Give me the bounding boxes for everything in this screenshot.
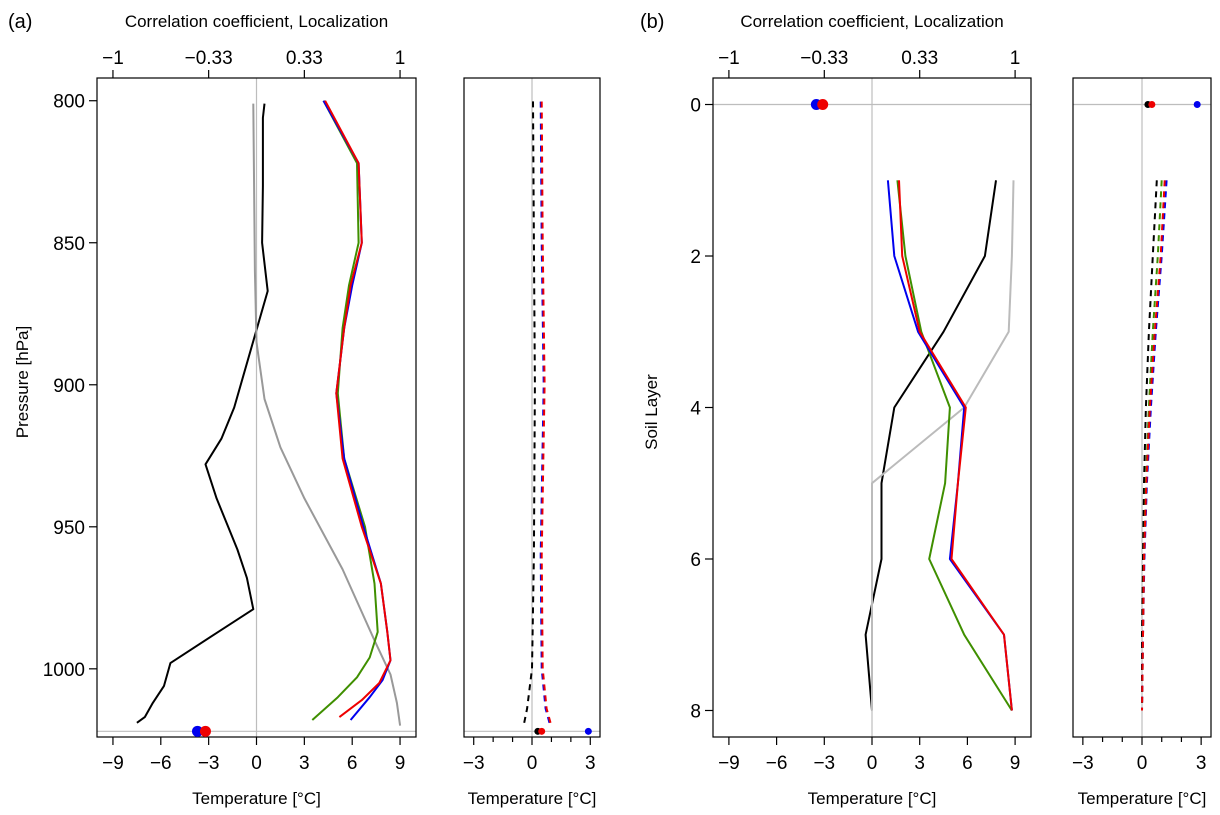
x-tick-label: 6 <box>347 753 358 774</box>
x-tick-label: 9 <box>1010 753 1021 774</box>
x-axis-label: Temperature [°C] <box>192 789 321 808</box>
top-tick-label: −0.33 <box>800 48 848 69</box>
x-tick-label: 3 <box>585 753 596 774</box>
top-tick-label: 1 <box>395 48 406 69</box>
panel-label-a: (a) <box>8 11 32 33</box>
x-tick-label: −3 <box>198 753 220 774</box>
chart-panel-3: −9 −6 −3 0 3 6 9 Temperature [°C] −1 −0.33 0.33 1 Co… <box>642 12 1032 808</box>
series-line-3 <box>896 180 1013 712</box>
x-tick-label: −3 <box>463 753 485 774</box>
x-tick-label: −9 <box>718 753 740 774</box>
dashed-series-1 <box>523 100 536 724</box>
data-point-2 <box>199 725 211 737</box>
x-tick-label: 9 <box>395 753 406 774</box>
top-tick-label: −1 <box>102 48 124 69</box>
series-line-1 <box>136 103 269 724</box>
y-tick-label: 950 <box>53 518 85 539</box>
x-axis-label: Temperature [°C] <box>808 789 937 808</box>
x-tick-label: 3 <box>299 753 310 774</box>
top-tick-label: −1 <box>718 48 740 69</box>
x-tick-label: 0 <box>251 753 262 774</box>
series-line-5 <box>324 100 392 718</box>
data-point-2 <box>817 99 829 111</box>
chart-panel-2: −3 0 3 Temperature [°C] <box>463 77 601 808</box>
y-tick-label: 850 <box>53 234 85 255</box>
top-tick-label: 0.33 <box>286 48 323 69</box>
y-tick-label: 800 <box>53 92 85 113</box>
panel-label-b: (b) <box>640 11 664 33</box>
plot-area <box>136 100 402 737</box>
x-tick-label: 0 <box>527 753 538 774</box>
x-tick-label: −6 <box>150 753 172 774</box>
y-axis-label: Pressure [hPa] <box>13 326 32 438</box>
top-axis-label: Correlation coefficient, Localization <box>740 12 1003 31</box>
x-tick-label: 3 <box>914 753 925 774</box>
data-point-2 <box>1148 101 1156 109</box>
top-tick-label: 0.33 <box>901 48 938 69</box>
plot-area <box>810 99 1015 712</box>
dashed-series-4 <box>1141 180 1166 711</box>
chart-panel-4: −3 0 3 Temperature [°C] <box>1072 77 1212 808</box>
plot-area <box>523 100 592 735</box>
y-tick-label: 6 <box>690 550 701 571</box>
data-point-1 <box>191 725 203 737</box>
series-line-5 <box>898 180 1013 711</box>
plot-area <box>1141 101 1201 711</box>
x-tick-label: 6 <box>962 753 973 774</box>
y-tick-label: 8 <box>690 701 701 722</box>
data-point-3 <box>1193 101 1201 109</box>
x-tick-label: −6 <box>766 753 788 774</box>
top-tick-label: −0.33 <box>185 48 233 69</box>
y-tick-label: 0 <box>690 96 701 117</box>
y-axis-label: Soil Layer <box>642 374 661 450</box>
x-tick-label: 0 <box>1137 753 1148 774</box>
top-axis-label: Correlation coefficient, Localization <box>125 12 388 31</box>
x-tick-label: −3 <box>1072 753 1094 774</box>
data-point-2 <box>538 727 546 735</box>
data-point-3 <box>584 727 592 735</box>
y-tick-label: 900 <box>53 376 85 397</box>
x-axis-label: Temperature [°C] <box>468 789 597 808</box>
dashed-series-3 <box>540 100 552 724</box>
x-axis-label: Temperature [°C] <box>1078 789 1207 808</box>
y-tick-label: 2 <box>690 247 701 268</box>
y-tick-label: 4 <box>690 399 701 420</box>
series-line-2 <box>252 103 402 726</box>
chart-panel-1: −9 −6 −3 0 3 6 9 Temperature [°C] −1 −0.33 0.33 1 Co… <box>13 12 417 808</box>
x-tick-label: −9 <box>102 753 124 774</box>
top-tick-label: 1 <box>1010 48 1021 69</box>
x-tick-label: −3 <box>813 753 835 774</box>
y-tick-label: 1000 <box>43 660 85 681</box>
x-tick-label: 3 <box>1196 753 1207 774</box>
x-tick-label: 0 <box>867 753 878 774</box>
series-line-2 <box>871 180 1015 711</box>
series-line-1 <box>864 180 997 711</box>
